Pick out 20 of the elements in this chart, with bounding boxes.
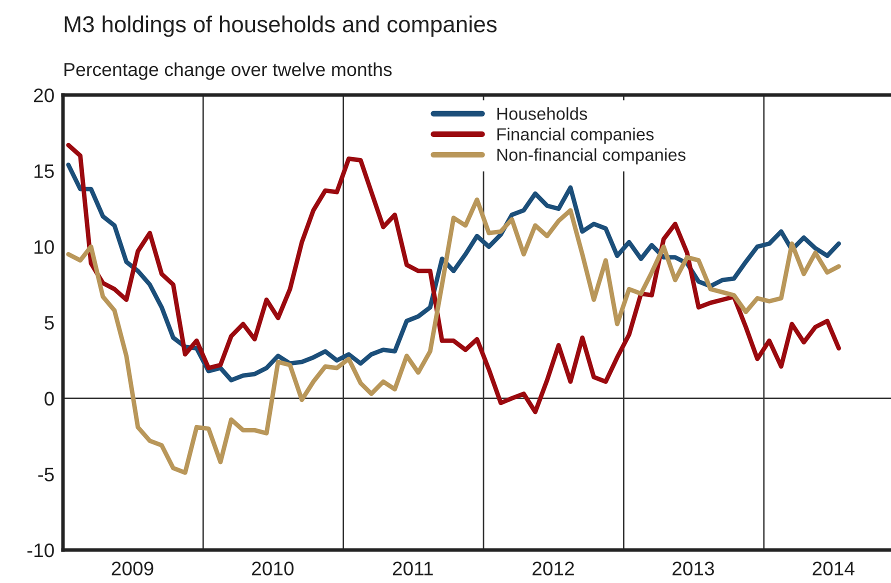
x-tick-label: 2014 [812, 562, 854, 576]
x-tick-label: 2013 [672, 562, 714, 576]
y-tick-label: 20 [34, 88, 54, 102]
x-tick-label: 2012 [532, 562, 574, 576]
line-series [66, 142, 841, 414]
legend-label: Households [497, 107, 588, 120]
y-axis-title: Percentage change over twelve months [64, 62, 392, 80]
y-tick-label: -10 [27, 543, 54, 558]
y-tick-label: 10 [34, 240, 54, 254]
line-series [66, 197, 841, 475]
y-tick-label: -5 [38, 468, 54, 482]
legend-label: Financial companies [497, 128, 654, 144]
x-tick-label: 2009 [112, 562, 154, 576]
y-tick-label: 5 [44, 316, 54, 330]
y-tick-label: 0 [44, 392, 54, 406]
x-tick-label: 2010 [252, 562, 294, 576]
y-tick-label: 15 [34, 164, 54, 178]
legend-label: Non-financial companies [497, 148, 686, 164]
x-tick-label: 2011 [392, 562, 433, 576]
chart-title: M3 holdings of households and companies [64, 16, 497, 37]
